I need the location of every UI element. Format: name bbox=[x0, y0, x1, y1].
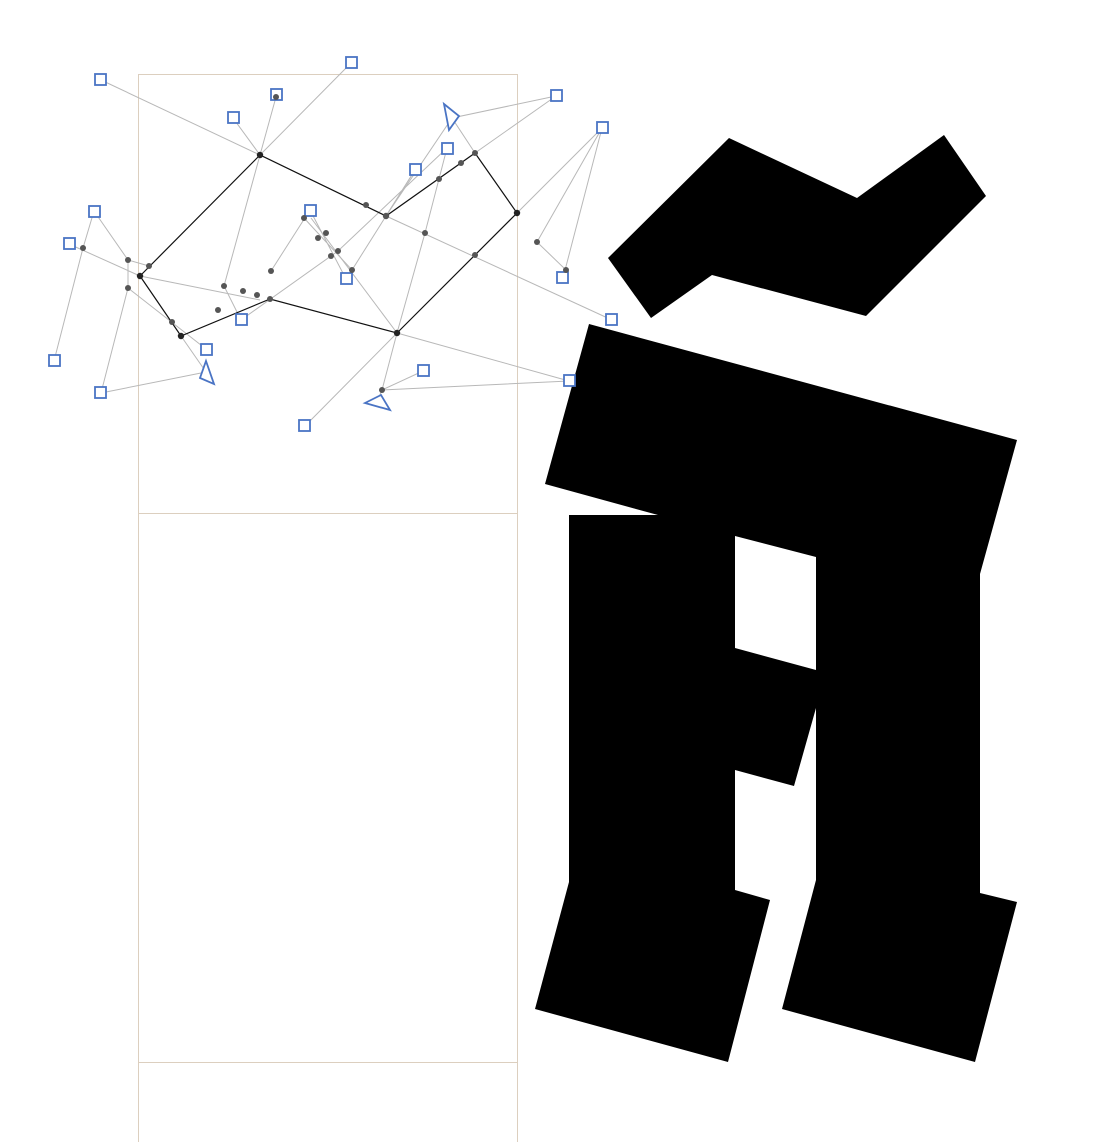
control-handle[interactable] bbox=[596, 121, 609, 134]
skeleton-node bbox=[146, 263, 152, 269]
skeleton-node bbox=[169, 319, 175, 325]
control-handle[interactable] bbox=[340, 272, 353, 285]
control-handle[interactable] bbox=[298, 419, 311, 432]
skeleton-node bbox=[472, 150, 478, 156]
skeleton-node bbox=[267, 296, 273, 302]
skeleton-node bbox=[323, 230, 329, 236]
control-handle[interactable] bbox=[550, 89, 563, 102]
metric-guides bbox=[138, 74, 518, 1142]
skeleton-node bbox=[268, 268, 274, 274]
direction-marker[interactable] bbox=[442, 101, 461, 133]
control-handle[interactable] bbox=[63, 237, 76, 250]
skeleton-node bbox=[125, 285, 131, 291]
control-handle[interactable] bbox=[605, 313, 618, 326]
control-handle[interactable] bbox=[556, 271, 569, 284]
skeleton-node bbox=[393, 329, 401, 337]
direction-marker[interactable] bbox=[198, 358, 216, 386]
n-tilde-glyph[interactable] bbox=[535, 135, 1017, 1062]
skeleton-node bbox=[254, 292, 260, 298]
arch-body bbox=[535, 324, 1017, 1062]
control-handle[interactable] bbox=[227, 111, 240, 124]
direction-marker[interactable] bbox=[362, 393, 392, 412]
control-handle[interactable] bbox=[345, 56, 358, 69]
skeleton-node bbox=[328, 253, 334, 259]
control-handle[interactable] bbox=[304, 204, 317, 217]
skeleton-node bbox=[80, 245, 86, 251]
control-handle[interactable] bbox=[417, 364, 430, 377]
skeleton-node bbox=[513, 209, 521, 217]
skeleton-node bbox=[534, 239, 540, 245]
control-handle[interactable] bbox=[200, 343, 213, 356]
skeleton-node bbox=[177, 332, 185, 340]
skeleton-node bbox=[215, 307, 221, 313]
skeleton-node bbox=[256, 151, 264, 159]
skeleton-nodes bbox=[80, 94, 569, 393]
control-handle[interactable] bbox=[94, 386, 107, 399]
counter-upper bbox=[735, 536, 816, 670]
control-handle[interactable] bbox=[409, 163, 422, 176]
skeleton-node bbox=[379, 387, 385, 393]
control-handles[interactable] bbox=[48, 56, 618, 432]
control-handle[interactable] bbox=[94, 73, 107, 86]
skeleton-node bbox=[422, 230, 428, 236]
skeleton-node bbox=[240, 288, 246, 294]
skeleton-node bbox=[125, 257, 131, 263]
skeleton-node bbox=[221, 283, 227, 289]
skeleton-node bbox=[301, 215, 307, 221]
control-handle[interactable] bbox=[235, 313, 248, 326]
tilde-stroke bbox=[608, 135, 986, 318]
skeleton-node bbox=[136, 272, 144, 280]
skeleton-node bbox=[273, 94, 279, 100]
skeleton-node bbox=[349, 267, 355, 273]
skeleton-edges bbox=[53, 62, 613, 427]
skeleton-node bbox=[436, 176, 442, 182]
skeleton-node bbox=[335, 248, 341, 254]
control-handle[interactable] bbox=[563, 374, 576, 387]
skeleton-node bbox=[563, 267, 569, 273]
skeleton-node bbox=[363, 202, 369, 208]
skeleton-node bbox=[382, 212, 390, 220]
control-handle[interactable] bbox=[48, 354, 61, 367]
control-handle[interactable] bbox=[88, 205, 101, 218]
skeleton-node bbox=[315, 235, 321, 241]
skeleton-node bbox=[458, 160, 464, 166]
control-handle[interactable] bbox=[441, 142, 454, 155]
skeleton-node bbox=[472, 252, 478, 258]
